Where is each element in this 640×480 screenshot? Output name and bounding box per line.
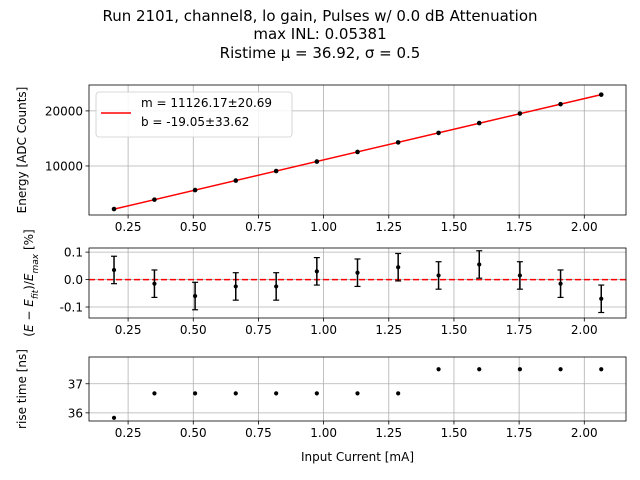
y-axis-label-part: ( <box>22 332 36 337</box>
y-tick-label: 0.1 <box>64 246 83 260</box>
panel-residual <box>85 247 627 322</box>
x-tick-label: 1.75 <box>506 323 533 337</box>
x-tick-label: 0.50 <box>180 426 207 440</box>
data-point <box>273 168 279 174</box>
chart-title-line1: Run 2101, channel8, lo gain, Pulses w/ 0… <box>102 7 538 25</box>
y-tick-label: -0.1 <box>60 301 83 315</box>
x-tick-label: 1.25 <box>375 426 402 440</box>
data-point <box>436 367 441 372</box>
x-tick-label: 0.25 <box>115 426 142 440</box>
x-tick-label: 1.50 <box>441 426 468 440</box>
x-axis-label: Input Current [mA] <box>301 450 414 464</box>
x-tick-label: 1.75 <box>506 426 533 440</box>
data-point <box>274 391 279 396</box>
x-tick-label: 2.00 <box>571 323 598 337</box>
data-point <box>152 281 157 286</box>
data-point <box>517 111 523 116</box>
y-axis-label-part: − <box>22 307 36 325</box>
data-point <box>192 187 198 193</box>
x-tick-label: 1.25 <box>375 323 402 337</box>
x-tick-label: 0.75 <box>245 220 272 234</box>
x-tick-label: 2.00 <box>571 220 598 234</box>
data-point <box>355 149 360 155</box>
x-tick-label: 2.00 <box>571 426 598 440</box>
data-point <box>436 130 441 136</box>
x-tick-label: 0.50 <box>180 220 207 234</box>
chart-title-line3: Ristime μ = 36.92, σ = 0.5 <box>219 44 421 62</box>
x-tick-label: 1.25 <box>375 220 402 234</box>
x-tick-label: 1.50 <box>441 220 468 234</box>
y-axis-label-part: max <box>31 253 41 273</box>
x-tick-label: 1.00 <box>310 426 337 440</box>
data-point <box>599 367 604 372</box>
y-axis-label-part: [%] <box>22 229 36 254</box>
panel-risetime <box>85 356 627 425</box>
y-tick-label: 37 <box>68 377 83 391</box>
data-point <box>396 265 401 270</box>
data-point <box>233 178 239 183</box>
data-point <box>598 92 604 97</box>
legend-box <box>95 91 293 138</box>
y-axis-label-part: E <box>22 273 36 281</box>
y-tick-label: 0.0 <box>64 273 83 287</box>
data-point <box>152 391 157 396</box>
x-tick-label: 0.50 <box>180 323 207 337</box>
x-tick-label: 1.00 <box>310 323 337 337</box>
y-tick-label: 20000 <box>45 104 83 118</box>
data-point <box>436 273 441 278</box>
y-tick-label: 36 <box>68 406 83 420</box>
x-tick-label: 1.00 <box>310 220 337 234</box>
data-point <box>477 262 482 267</box>
y-axis-label: rise time [ns] <box>15 349 29 429</box>
panel-energy <box>85 84 627 219</box>
x-tick-label: 1.75 <box>506 220 533 234</box>
x-tick-label: 1.50 <box>441 323 468 337</box>
data-point <box>355 270 360 275</box>
data-point <box>314 391 319 396</box>
data-point <box>274 284 279 289</box>
data-point <box>111 267 117 273</box>
legend-label: b = -19.05±33.62 <box>141 115 249 129</box>
data-point <box>517 367 523 372</box>
data-point <box>558 367 563 372</box>
data-point <box>395 140 401 145</box>
y-axis-label-part: E <box>22 324 36 332</box>
axes-frame <box>88 84 627 216</box>
y-axis-label-part: fit <box>31 289 41 299</box>
data-point <box>396 391 401 396</box>
x-tick-label: 0.75 <box>245 323 272 337</box>
data-point <box>314 269 319 274</box>
chart-title-line2: max INL: 0.05381 <box>253 25 387 43</box>
data-point <box>314 159 320 164</box>
y-axis-label: (E − Efit)/Emax [%] <box>22 229 41 336</box>
data-point <box>477 367 482 372</box>
legend <box>95 91 293 138</box>
data-point <box>233 391 238 396</box>
y-axis-label-part: )/ <box>22 280 36 290</box>
x-tick-label: 0.25 <box>115 220 142 234</box>
legend-label: m = 11126.17±20.69 <box>141 96 272 110</box>
y-axis-label: Energy [ADC Counts] <box>15 87 29 214</box>
data-point <box>152 197 157 202</box>
data-point <box>111 415 117 420</box>
data-point <box>558 101 563 107</box>
data-point <box>111 206 117 212</box>
data-point <box>517 273 523 278</box>
y-axis-label-part: E <box>22 299 36 307</box>
axes-frame <box>88 247 627 319</box>
y-tick-label: 10000 <box>45 159 83 173</box>
x-tick-label: 0.75 <box>245 426 272 440</box>
axes-frame <box>88 356 627 422</box>
data-point <box>233 284 238 289</box>
data-point <box>599 296 604 301</box>
data-point <box>355 391 360 396</box>
data-point <box>476 120 482 126</box>
data-point <box>192 293 198 299</box>
data-point <box>192 391 198 396</box>
x-tick-label: 0.25 <box>115 323 142 337</box>
data-point <box>558 281 563 286</box>
